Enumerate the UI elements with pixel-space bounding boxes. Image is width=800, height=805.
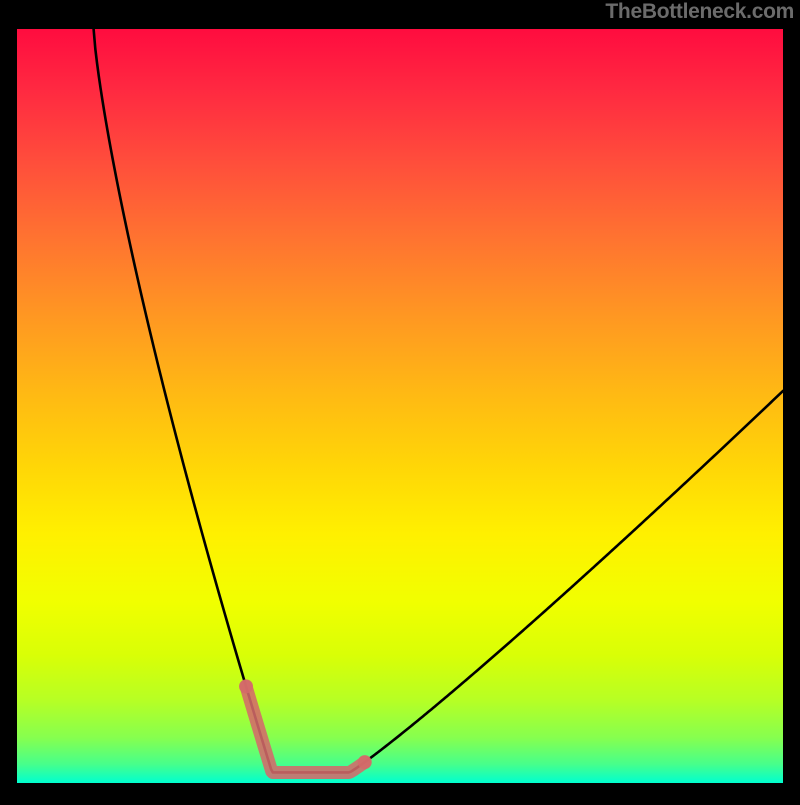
valley-marker-dot-right bbox=[358, 755, 372, 769]
gradient-background bbox=[17, 29, 783, 783]
chart-canvas bbox=[0, 0, 800, 800]
valley-marker-dot-left bbox=[239, 679, 253, 693]
watermark-text: TheBottleneck.com bbox=[605, 0, 794, 24]
chart-svg bbox=[0, 0, 800, 800]
